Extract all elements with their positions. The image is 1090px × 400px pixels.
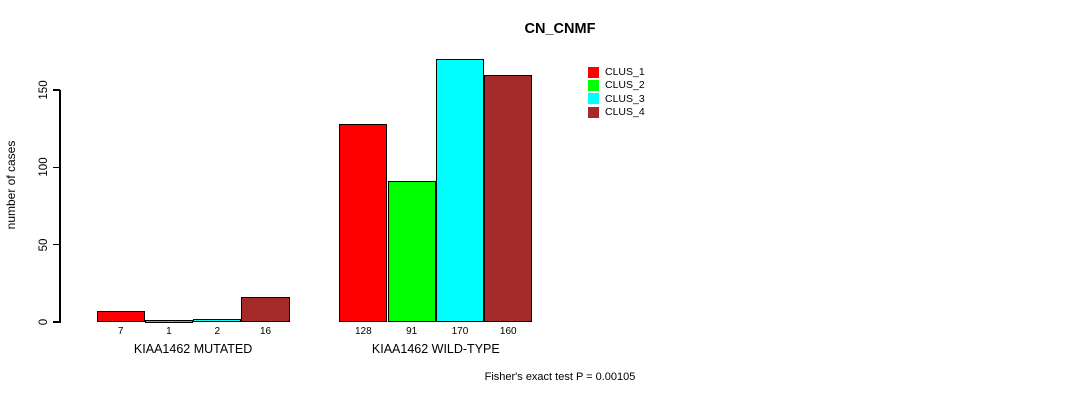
- y-tick-label: 50: [38, 238, 50, 252]
- y-tick: [53, 243, 60, 246]
- legend-swatch-icon: [588, 79, 599, 91]
- bar: [241, 297, 290, 322]
- chart-title: CN_CNMF: [524, 21, 596, 37]
- bar-value-label: 16: [259, 326, 272, 337]
- y-axis-label: number of cases: [4, 140, 18, 230]
- y-tick: [53, 321, 60, 323]
- legend-label: CLUS_1: [605, 66, 645, 78]
- bar-value-label: 2: [214, 326, 221, 337]
- bar: [435, 59, 485, 322]
- y-tick-label: 0: [38, 318, 50, 326]
- legend-swatch-icon: [588, 66, 599, 78]
- annotation-text: Fisher's exact test P = 0.00105: [484, 371, 636, 383]
- y-tick: [53, 166, 60, 169]
- bar: [339, 124, 388, 322]
- y-axis-line: [59, 89, 61, 323]
- bar-value-label: 7: [117, 326, 124, 337]
- legend-label: CLUS_3: [605, 92, 645, 105]
- group-label: KIAA1462 WILD-TYPE: [371, 342, 500, 356]
- legend-label: CLUS_2: [605, 79, 645, 92]
- bar-value-label: 160: [499, 326, 517, 337]
- y-tick-label: 150: [38, 80, 50, 100]
- bar: [96, 311, 145, 322]
- bar-value-label: 91: [406, 326, 418, 337]
- bar-value-label: 128: [355, 326, 372, 337]
- bar: [484, 74, 533, 322]
- bar: [387, 181, 436, 322]
- y-tick: [53, 89, 60, 91]
- legend-swatch-icon: [588, 93, 599, 105]
- legend-label: CLUS_4: [605, 106, 645, 119]
- group-label: KIAA1462 MUTATED: [133, 342, 253, 356]
- y-tick-label: 100: [38, 157, 50, 177]
- bar-value-label: 170: [451, 326, 469, 337]
- legend-swatch-icon: [588, 106, 599, 118]
- bar: [144, 320, 194, 324]
- bar: [193, 318, 242, 322]
- bar-value-label: 1: [166, 326, 172, 337]
